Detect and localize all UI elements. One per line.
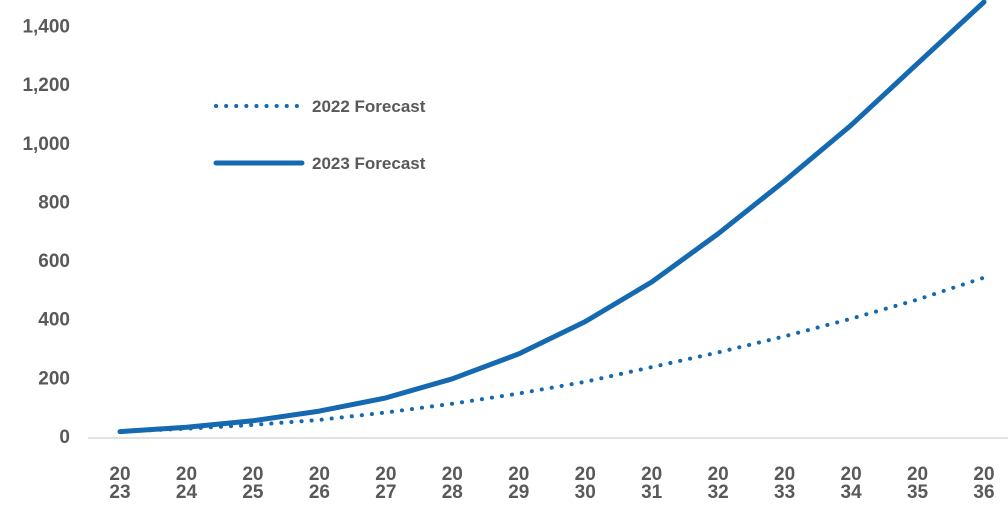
series-lines: [117, 0, 987, 435]
x-tick-label: 33: [774, 482, 795, 503]
x-tick-label: 20: [575, 464, 596, 485]
x-tick-label: 25: [242, 482, 264, 503]
x-tick-label: 26: [309, 482, 330, 503]
x-tick-label: 20: [907, 464, 928, 485]
legend: 2022 Forecast 2023 Forecast: [213, 97, 426, 173]
series-line-2022-forecast: [118, 275, 986, 434]
y-tick-label: 1,000: [22, 134, 70, 155]
x-tick-label: 20: [841, 464, 862, 485]
x-tick-label: 24: [176, 482, 198, 503]
x-tick-label: 31: [641, 482, 663, 503]
x-tick-label: 23: [109, 482, 130, 503]
y-tick-label: 800: [38, 192, 70, 213]
y-tick-label: 400: [38, 310, 70, 331]
x-tick-label: 20: [309, 464, 330, 485]
x-tick-label: 30: [575, 482, 596, 503]
x-tick-label: 20: [442, 464, 463, 485]
x-tick-label: 20: [708, 464, 729, 485]
x-tick-label: 20: [973, 464, 994, 485]
x-tick-label: 32: [708, 482, 729, 503]
y-tick-label: 1,400: [22, 16, 70, 37]
x-tick-label: 27: [375, 482, 396, 503]
legend-label: 2022 Forecast: [312, 97, 426, 116]
x-tick-label: 34: [841, 482, 863, 503]
x-tick-label: 20: [242, 464, 263, 485]
x-tick-label: 20: [774, 464, 795, 485]
x-tick-label: 28: [442, 482, 463, 503]
y-tick-label: 0: [59, 427, 70, 448]
x-tick-label: 20: [176, 464, 197, 485]
x-tick-label: 36: [973, 482, 994, 503]
y-tick-label: 200: [38, 368, 70, 389]
y-tick-label: 600: [38, 251, 70, 272]
legend-label: 2023 Forecast: [312, 154, 426, 173]
x-tick-label: 20: [641, 464, 662, 485]
y-axis-tick-labels: 0 200 400 600 800 1,000 1,200 1,400: [22, 16, 70, 448]
x-tick-label: 29: [508, 482, 529, 503]
x-tick-label: 20: [109, 464, 130, 485]
x-tick-label: 35: [907, 482, 929, 503]
series-line-2023-forecast: [117, 0, 987, 435]
x-axis-tick-labels: 2023202420252026202720282029203020312032…: [109, 464, 994, 503]
x-tick-label: 20: [508, 464, 529, 485]
x-tick-label: 20: [375, 464, 396, 485]
y-tick-label: 1,200: [22, 75, 70, 96]
